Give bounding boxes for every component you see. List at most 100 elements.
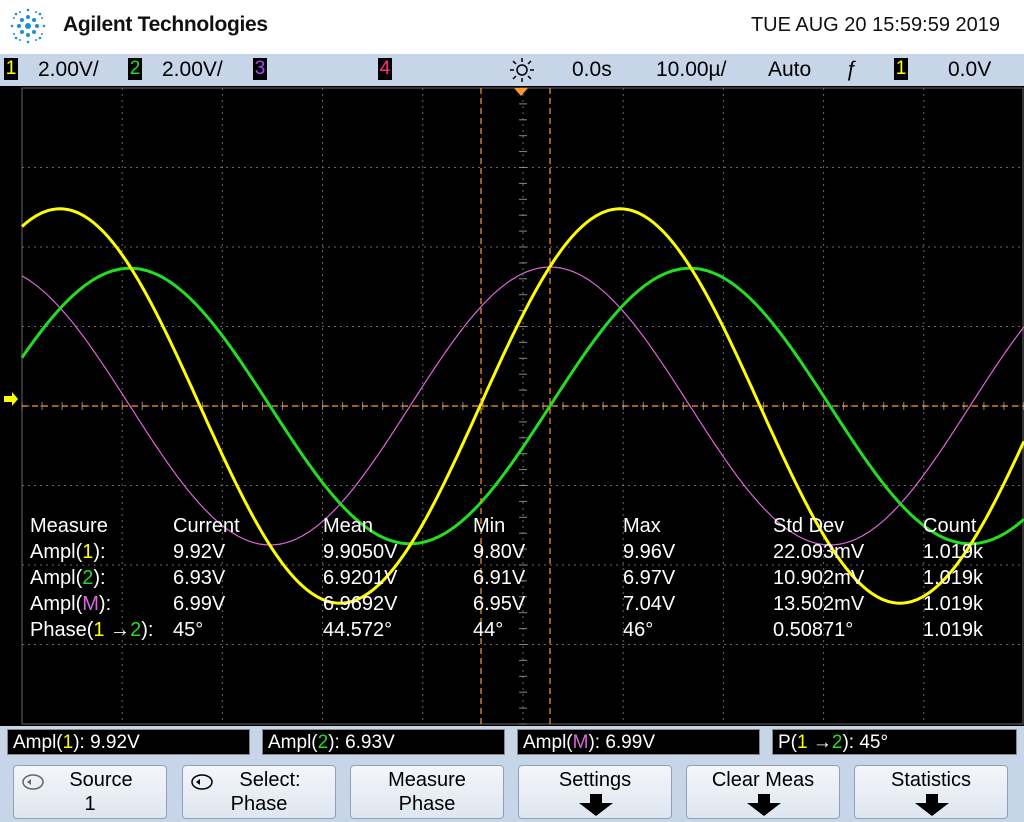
label-prefix: Phase( (30, 619, 94, 641)
rotate-knob-icon[interactable] (507, 56, 537, 84)
readout-value: ): 6.99V (588, 732, 655, 753)
statistics-button[interactable]: Statistics (854, 765, 1008, 819)
label-channel-2: 2 (130, 619, 142, 641)
row-min: 6.95V (473, 593, 526, 615)
label-prefix: Ampl( (30, 541, 83, 563)
measurement-readouts: Ampl(1): 9.92V Ampl(2): 6.93V Ampl(M): 6… (0, 726, 1024, 762)
readout-channel-2: 2 (831, 732, 843, 753)
measure-phase-button[interactable]: Measure Phase (350, 765, 504, 819)
softkey-bar: Source 1 Select: Phase Measure Phase Set… (0, 762, 1024, 822)
row-stddev: 13.502mV (773, 593, 865, 615)
row-min: 6.91V (473, 567, 526, 589)
label-channel: 1 (93, 619, 105, 641)
source-button[interactable]: Source 1 (13, 765, 167, 819)
time-scale[interactable]: 10.00µ/ (656, 58, 727, 81)
readout-channel: M (572, 732, 589, 753)
readout-ampl-2[interactable]: Ampl(2): 6.93V (262, 729, 505, 755)
ch1-scale[interactable]: 2.00V/ (38, 58, 99, 81)
ch2-scale[interactable]: 2.00V/ (162, 58, 223, 81)
header-measure: Measure (30, 515, 108, 537)
readout-prefix: Ampl( (523, 732, 573, 753)
row-label: Ampl(1): (30, 541, 106, 564)
label-channel: M (82, 593, 99, 615)
ch4-indicator[interactable]: 4 (378, 58, 392, 80)
measurement-table: Measure Current Mean Min Max Std Dev Cou… (0, 86, 1024, 726)
datetime: TUE AUG 20 15:59:59 2019 (750, 14, 1000, 36)
label-channel: 1 (82, 541, 94, 563)
ch1-trace (20, 207, 1024, 605)
row-mean: 9.9050V (323, 541, 398, 563)
settings-button[interactable]: Settings (518, 765, 672, 819)
row-current: 6.93V (173, 567, 226, 589)
row-label: Ampl(2): (30, 567, 106, 590)
readout-prefix: Ampl( (268, 732, 318, 753)
row-max: 6.97V (623, 567, 676, 589)
arrow-icon: → (807, 732, 832, 753)
ground-marker-icon (4, 392, 18, 406)
trigger-source[interactable]: 1 (894, 58, 908, 80)
settings-label: Settings (558, 769, 632, 791)
row-label: Phase(1 →2): (30, 619, 153, 642)
label-suffix: ): (93, 541, 106, 563)
readout-value: ): 6.93V (328, 732, 395, 753)
select-value: Phase (230, 793, 288, 815)
clear-meas-label: Clear Meas (711, 769, 815, 791)
row-count: 1.019k (923, 567, 984, 589)
brand-name: Agilent Technologies (63, 13, 268, 36)
readout-phase[interactable]: P(1 →2): 45° (772, 729, 1017, 755)
row-max: 46° (623, 619, 654, 641)
row-min: 44° (473, 619, 504, 641)
header-mean: Mean (323, 515, 374, 537)
row-count: 1.019k (923, 541, 984, 563)
trigger-mode[interactable]: Auto (768, 58, 812, 81)
header-max: Max (623, 515, 661, 537)
row-min: 9.80V (473, 541, 526, 563)
readout-prefix: P( (778, 732, 797, 753)
down-arrow-icon (747, 794, 781, 816)
waveform-display[interactable]: Measure Current Mean Min Max Std Dev Cou… (0, 86, 1024, 726)
ch2-trace (20, 266, 1024, 546)
trigger-position-icon (514, 88, 528, 96)
row-mean: 44.572° (323, 619, 393, 641)
label-suffix: ): (93, 567, 106, 589)
readout-channel: 1 (62, 732, 74, 753)
source-value: 1 (84, 793, 96, 815)
row-count: 1.019k (923, 593, 984, 615)
ch3-indicator[interactable]: 3 (253, 58, 267, 80)
trigger-slope-icon[interactable]: ƒ (846, 58, 858, 81)
readout-value: ): 45° (842, 732, 889, 753)
row-max: 7.04V (623, 593, 676, 615)
time-delay[interactable]: 0.0s (572, 58, 612, 81)
row-count: 1.019k (923, 619, 984, 641)
cursors (4, 88, 1024, 724)
readout-ampl-1[interactable]: Ampl(1): 9.92V (7, 729, 250, 755)
down-arrow-icon (915, 794, 949, 816)
status-bar: 1 2.00V/ 2 2.00V/ 3 4 0.0s 10.00µ/ Auto … (0, 54, 1024, 86)
row-stddev: 0.50871° (773, 619, 854, 641)
math-trace (21, 266, 1024, 546)
select-button[interactable]: Select: Phase (182, 765, 336, 819)
readout-prefix: Ampl( (13, 732, 63, 753)
clear-meas-button[interactable]: Clear Meas (686, 765, 840, 819)
measure-value: Phase (398, 793, 456, 815)
trigger-level[interactable]: 0.0V (948, 58, 992, 81)
measure-label: Measure (388, 769, 466, 791)
ch1-indicator[interactable]: 1 (4, 58, 18, 80)
label-suffix: ): (98, 593, 112, 615)
rotate-knob-icon (191, 774, 213, 790)
readout-value: ): 9.92V (73, 732, 140, 753)
agilent-logo-icon (10, 8, 46, 44)
row-mean: 6.9201V (323, 567, 398, 589)
down-arrow-icon (579, 794, 613, 816)
header-count: Count (923, 515, 977, 537)
header: Agilent Technologies TUE AUG 20 15:59:59… (0, 0, 1024, 54)
waveform-graticule (4, 87, 1024, 725)
source-label: Source (69, 769, 133, 791)
readout-ampl-math[interactable]: Ampl(M): 6.99V (517, 729, 760, 755)
ch2-indicator[interactable]: 2 (128, 58, 142, 80)
select-label: Select: (239, 769, 301, 791)
row-stddev: 22.093mV (773, 541, 865, 563)
row-current: 45° (173, 619, 204, 641)
arrow-icon: → (104, 619, 131, 641)
label-prefix: Ampl( (30, 567, 83, 589)
